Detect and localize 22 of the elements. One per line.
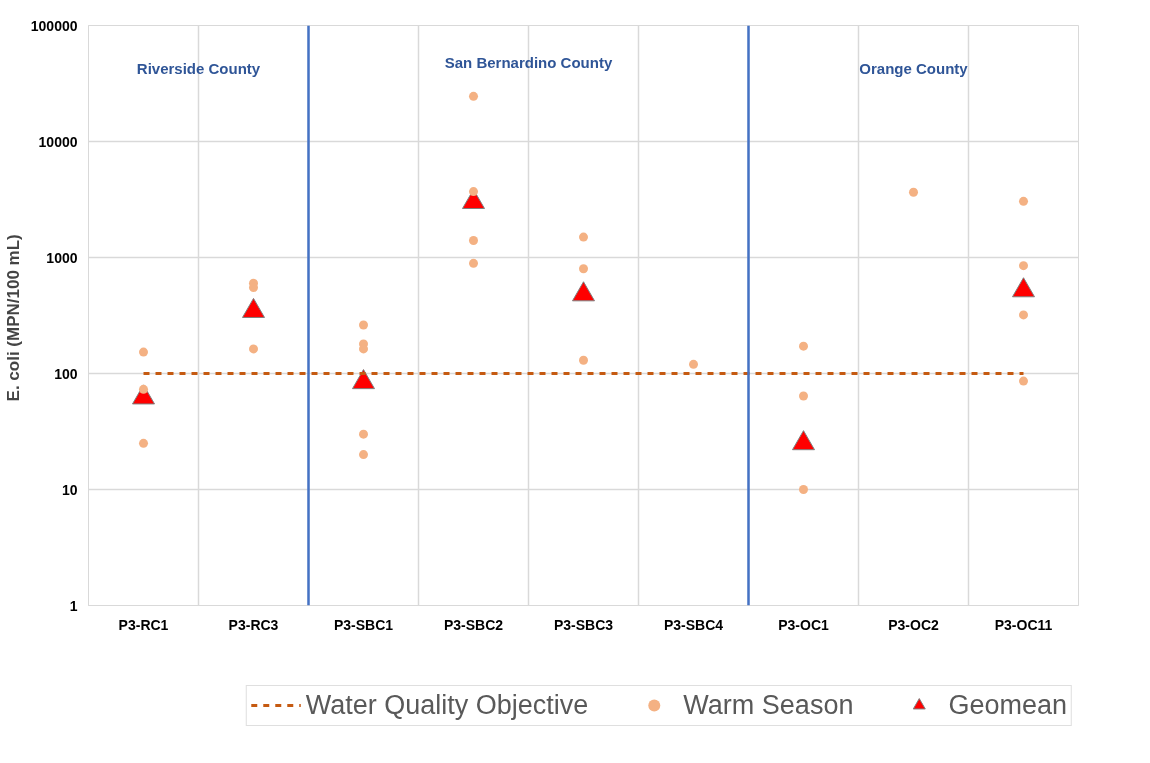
x-tick-label: P3-OC11 — [994, 616, 1053, 633]
x-tick-label: P3-SBC4 — [663, 616, 724, 633]
y-tick-label: 100 — [54, 365, 78, 382]
x-tick-label: P3-OC1 — [778, 616, 829, 633]
x-tick-label: P3-RC1 — [118, 616, 169, 633]
annotation: Riverside County — [136, 59, 261, 77]
annotation: San Bernardino County — [444, 53, 613, 71]
y-tick-label: 10000 — [38, 133, 78, 150]
y-axis-title: E. coli (MPN/100 mL) — [3, 234, 23, 402]
y-tick-label: 100000 — [30, 17, 78, 34]
legend-label: Warm Season — [683, 689, 854, 721]
y-tick-label: 1 — [69, 597, 78, 614]
y-tick-label: 10 — [61, 481, 78, 498]
x-tick-label: P3-SBC3 — [553, 616, 614, 633]
x-tick-label: P3-RC3 — [228, 616, 279, 633]
legend-label: Water Quality Objective — [305, 689, 589, 721]
legend-label: Geomean — [948, 689, 1067, 721]
x-tick-label: P3-SBC2 — [443, 616, 504, 633]
y-tick-label: 1000 — [46, 249, 78, 266]
x-tick-label: P3-SBC1 — [333, 616, 394, 633]
x-tick-label: P3-OC2 — [888, 616, 939, 633]
annotation: Orange County — [859, 59, 969, 77]
